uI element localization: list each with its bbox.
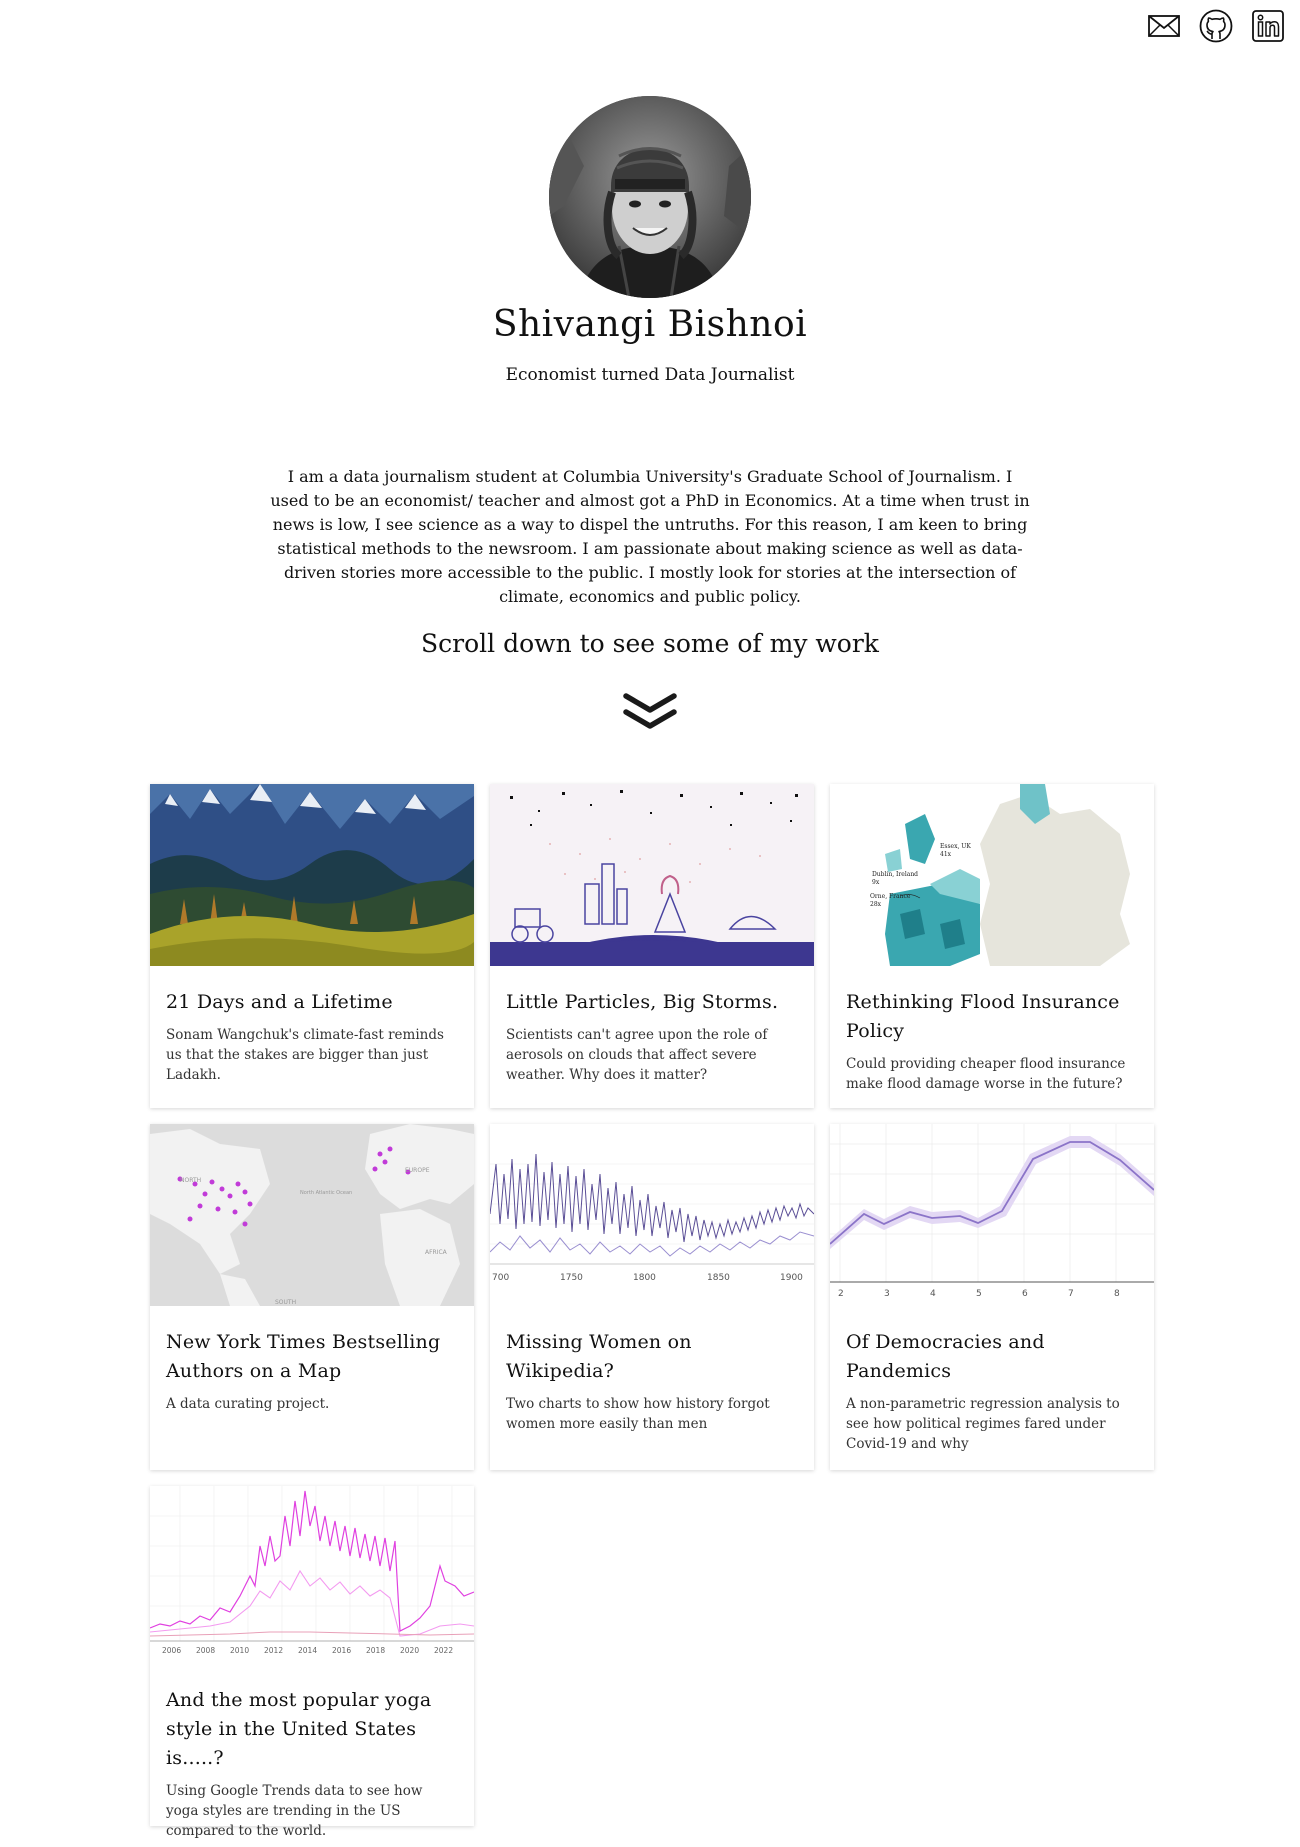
double-chevron-down-icon[interactable] xyxy=(622,690,678,734)
map-label-south: SOUTH xyxy=(275,1299,296,1306)
project-title: Rethinking Flood Insurance Policy xyxy=(846,991,1120,1042)
wiki-axis-tick: 1850 xyxy=(707,1273,730,1283)
map-label-ocean: North Atlantic Ocean xyxy=(300,1190,352,1196)
map-value-essex: 41x xyxy=(940,851,952,858)
yoga-axis-tick: 2016 xyxy=(332,1646,351,1655)
email-link[interactable] xyxy=(1146,8,1182,44)
github-link[interactable] xyxy=(1198,8,1234,44)
project-title: And the most popular yoga style in the U… xyxy=(166,1689,432,1769)
project-card[interactable]: 21 Days and a Lifetime Sonam Wangchuk's … xyxy=(150,784,474,1108)
project-description: A data curating project. xyxy=(166,1396,330,1412)
project-thumbnail: 2 3 4 5 6 7 8 xyxy=(830,1124,1154,1306)
github-icon xyxy=(1199,9,1233,43)
project-card[interactable]: 700 1750 1800 1850 1900 Missing Women on… xyxy=(490,1124,814,1470)
wiki-axis-tick: 1900 xyxy=(780,1273,803,1283)
project-title: New York Times Bestselling Authors on a … xyxy=(166,1331,441,1382)
project-thumbnail xyxy=(150,784,474,966)
map-value-dublin: 9x xyxy=(872,879,880,886)
yoga-axis-tick: 2008 xyxy=(196,1646,215,1655)
portrait-image xyxy=(549,96,751,298)
project-description: Using Google Trends data to see how yoga… xyxy=(166,1783,423,1839)
wiki-axis-tick: 1800 xyxy=(633,1273,656,1283)
profile-name: Shivangi Bishnoi xyxy=(492,304,808,345)
hero-section: Shivangi Bishnoi Economist turned Data J… xyxy=(0,96,1300,734)
map-label-africa: AFRICA xyxy=(425,1249,448,1256)
yoga-axis-tick: 2010 xyxy=(230,1646,249,1655)
dem-axis-tick: 4 xyxy=(930,1289,936,1299)
project-card[interactable]: Essex, UK 41x Dublin, Ireland 9x Orne, F… xyxy=(830,784,1154,1108)
map-label-dublin: Dublin, Ireland xyxy=(872,871,918,878)
yoga-axis-tick: 2020 xyxy=(400,1646,419,1655)
project-grid: 21 Days and a Lifetime Sonam Wangchuk's … xyxy=(150,784,1154,1839)
yoga-axis-tick: 2018 xyxy=(366,1646,385,1655)
avatar xyxy=(549,96,751,298)
project-card[interactable]: 2006 2008 2010 2012 2014 2016 2018 2020 … xyxy=(150,1486,474,1839)
project-description: Could providing cheaper flood insurance … xyxy=(846,1056,1126,1092)
project-thumbnail: NORTH North Atlantic Ocean EUROPE AFRICA… xyxy=(150,1124,474,1306)
project-title: 21 Days and a Lifetime xyxy=(166,991,393,1013)
project-thumbnail: 700 1750 1800 1850 1900 xyxy=(490,1124,814,1306)
map-label-orne: Orne, France xyxy=(870,893,911,900)
project-title: Little Particles, Big Storms. xyxy=(506,991,779,1013)
dem-axis-tick: 3 xyxy=(884,1289,890,1299)
yoga-axis-tick: 2012 xyxy=(264,1646,283,1655)
linkedin-link[interactable] xyxy=(1250,8,1286,44)
dem-axis-tick: 7 xyxy=(1068,1289,1074,1299)
project-title: Of Democracies and Pandemics xyxy=(846,1331,1045,1382)
yoga-axis-tick: 2006 xyxy=(162,1646,181,1655)
project-thumbnail: 2006 2008 2010 2012 2014 2016 2018 2020 … xyxy=(150,1486,474,1656)
project-thumbnail: Essex, UK 41x Dublin, Ireland 9x Orne, F… xyxy=(830,784,1154,966)
map-value-orne: 28x xyxy=(870,901,882,908)
dem-axis-tick: 8 xyxy=(1114,1289,1120,1299)
envelope-icon xyxy=(1148,15,1180,37)
profile-tagline: Economist turned Data Journalist xyxy=(505,365,795,385)
project-description: Scientists can't agree upon the role of … xyxy=(506,1027,768,1083)
project-card[interactable]: Little Particles, Big Storms. Scientists… xyxy=(490,784,814,1108)
linkedin-icon xyxy=(1252,10,1284,42)
yoga-axis-tick: 2022 xyxy=(434,1646,453,1655)
dem-axis-tick: 5 xyxy=(976,1289,982,1299)
social-links xyxy=(1146,8,1286,44)
map-label-essex: Essex, UK xyxy=(940,843,971,850)
scroll-prompt: Scroll down to see some of my work xyxy=(421,629,879,658)
project-description: A non-parametric regression analysis to … xyxy=(846,1396,1120,1452)
dem-axis-tick: 2 xyxy=(838,1289,844,1299)
yoga-axis-tick: 2014 xyxy=(298,1646,317,1655)
map-label-north: NORTH xyxy=(180,1177,201,1184)
project-card[interactable]: NORTH North Atlantic Ocean EUROPE AFRICA… xyxy=(150,1124,474,1470)
project-card[interactable]: 2 3 4 5 6 7 8 Of Democracies and Pandemi… xyxy=(830,1124,1154,1470)
project-description: Two charts to show how history forgot wo… xyxy=(506,1396,770,1432)
project-description: Sonam Wangchuk's climate-fast reminds us… xyxy=(166,1027,444,1083)
dem-axis-tick: 6 xyxy=(1022,1289,1028,1299)
wiki-axis-tick: 1750 xyxy=(560,1273,583,1283)
map-label-europe: EUROPE xyxy=(405,1167,430,1174)
wiki-axis-tick: 700 xyxy=(492,1273,509,1283)
project-thumbnail xyxy=(490,784,814,966)
project-title: Missing Women on Wikipedia? xyxy=(506,1331,692,1382)
profile-bio: I am a data journalism student at Columb… xyxy=(270,467,1030,606)
